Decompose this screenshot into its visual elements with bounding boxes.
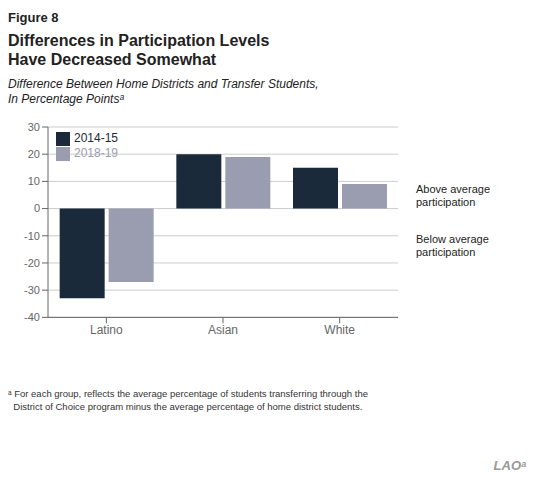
svg-text:-40: -40	[24, 311, 40, 323]
html-text:2018-19: 2018-19	[74, 145, 118, 160]
svg-text:Latino: Latino	[90, 323, 123, 337]
html-text:Above average participation: Above average participation	[416, 183, 490, 209]
svg-text:-20: -20	[24, 257, 40, 269]
svg-text:30: 30	[28, 121, 40, 133]
html-text:Figure 8: Figure 8	[8, 10, 59, 25]
html-text:Differences in Participation L: Differences in Participation Levels Have…	[8, 32, 270, 68]
html-text:Difference Between Home Distri: Difference Between Home Districts and Tr…	[8, 77, 319, 106]
html-text:Below average participation: Below average participation	[416, 233, 489, 259]
svg-text:Asian: Asian	[208, 323, 238, 337]
svg-text:20: 20	[28, 148, 40, 160]
html-text:LAOᵃ: LAOᵃ	[493, 458, 526, 473]
svg-text:10: 10	[28, 175, 40, 187]
svg-text:-10: -10	[24, 230, 40, 242]
html-text:ᵃ For each group, reflects the: ᵃ For each group, reflects the average p…	[8, 388, 368, 412]
html-text:2014-15: 2014-15	[74, 131, 118, 145]
svg-text:0: 0	[34, 202, 40, 214]
svg-text:White: White	[324, 323, 355, 337]
svg-text:-30: -30	[24, 284, 40, 296]
